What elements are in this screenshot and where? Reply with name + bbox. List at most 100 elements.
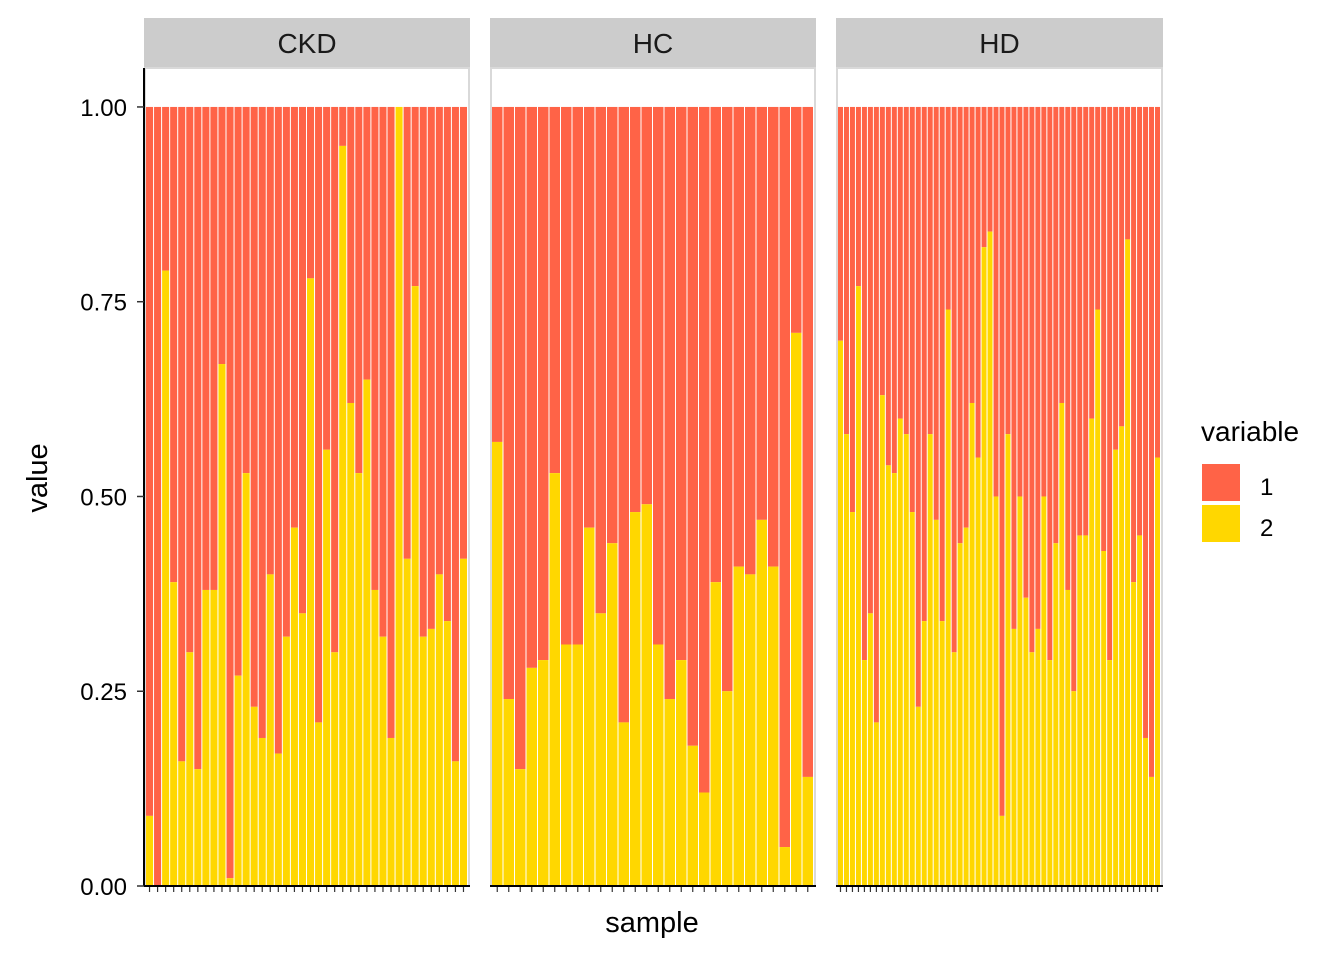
legend-label-2: 2 xyxy=(1260,515,1273,542)
bar-variable-2 xyxy=(282,636,290,886)
bar-variable-2 xyxy=(371,589,379,886)
bar-variable-2 xyxy=(999,815,1005,886)
bar-variable-1 xyxy=(1059,106,1065,403)
facet-strip-label: HC xyxy=(633,28,673,59)
bar-variable-1 xyxy=(234,106,242,676)
bar-variable-2 xyxy=(595,613,606,886)
bar-variable-1 xyxy=(218,106,226,365)
bar-variable-1 xyxy=(1053,106,1059,544)
bar-variable-1 xyxy=(419,106,427,637)
bar-variable-2 xyxy=(915,706,921,886)
bar-variable-1 xyxy=(371,106,379,590)
bar-variable-1 xyxy=(756,106,767,520)
bar-variable-1 xyxy=(855,106,861,287)
facet-panels: CKD HC HD xyxy=(144,18,1163,892)
bar-variable-1 xyxy=(307,106,315,279)
bar-variable-1 xyxy=(957,106,963,544)
bar-variable-2 xyxy=(363,379,371,886)
bar-variable-1 xyxy=(1071,106,1077,692)
bar-variable-1 xyxy=(154,106,162,886)
bar-variable-1 xyxy=(492,106,503,442)
bar-variable-1 xyxy=(427,106,435,629)
bar-variable-2 xyxy=(395,106,403,886)
bar-variable-1 xyxy=(1029,106,1035,653)
bar-variable-1 xyxy=(146,106,154,816)
bar-variable-2 xyxy=(838,340,843,886)
facet-strip xyxy=(144,18,470,68)
facet-panel-ckd: CKD xyxy=(144,18,470,892)
bar-variable-2 xyxy=(927,434,933,886)
bar-variable-2 xyxy=(802,776,813,886)
bar-variable-2 xyxy=(379,636,387,886)
bar-variable-2 xyxy=(1119,426,1125,886)
bar-variable-1 xyxy=(274,106,282,754)
bar-variable-2 xyxy=(234,675,242,886)
bar-variable-2 xyxy=(298,613,306,886)
bar-variable-1 xyxy=(1137,106,1143,536)
bar-variable-2 xyxy=(1089,418,1095,886)
legend-key-1 xyxy=(1202,464,1240,501)
bar-variable-2 xyxy=(855,286,861,886)
bar-variable-1 xyxy=(561,106,572,645)
legend-key-2 xyxy=(1202,505,1240,542)
bar-variable-2 xyxy=(355,473,363,886)
bar-variable-1 xyxy=(618,106,629,723)
bar-variable-2 xyxy=(1023,597,1029,886)
bar-variable-1 xyxy=(347,106,355,403)
bar-variable-2 xyxy=(867,613,873,886)
bar-variable-2 xyxy=(1077,535,1083,886)
bar-variable-2 xyxy=(492,441,503,886)
bar-variable-1 xyxy=(290,106,298,528)
bar-variable-2 xyxy=(963,527,969,886)
bar-variable-1 xyxy=(867,106,873,614)
bar-variable-2 xyxy=(339,145,347,886)
bar-variable-1 xyxy=(915,106,921,707)
bar-variable-1 xyxy=(1119,106,1125,427)
bar-variable-1 xyxy=(538,106,549,661)
bar-variable-1 xyxy=(981,106,987,248)
bar-variable-1 xyxy=(459,106,467,559)
bar-variable-2 xyxy=(969,402,975,886)
bar-variable-1 xyxy=(1047,106,1053,661)
bar-variable-2 xyxy=(1059,402,1065,886)
bar-variable-1 xyxy=(1125,106,1131,240)
bar-variable-1 xyxy=(993,106,999,497)
bar-variable-1 xyxy=(258,106,266,738)
bar-variable-2 xyxy=(210,589,218,886)
bar-variable-2 xyxy=(403,558,411,886)
bar-variable-1 xyxy=(802,106,813,777)
bar-variable-1 xyxy=(331,106,339,653)
bar-variable-2 xyxy=(307,278,315,887)
bar-variable-1 xyxy=(162,106,170,271)
bar-variable-2 xyxy=(891,473,897,886)
bar-variable-2 xyxy=(1041,496,1047,886)
bar-variable-2 xyxy=(226,878,234,886)
bar-variable-1 xyxy=(250,106,258,707)
bar-variable-2 xyxy=(653,644,664,886)
bar-variable-2 xyxy=(933,519,939,886)
bar-variable-1 xyxy=(1149,106,1155,777)
bar-variable-1 xyxy=(687,106,698,746)
bar-variable-2 xyxy=(1011,628,1017,886)
bar-variable-2 xyxy=(1029,652,1035,886)
bar-variable-2 xyxy=(1047,660,1053,886)
bar-variable-1 xyxy=(315,106,323,723)
bar-variable-1 xyxy=(975,106,981,458)
bar-variable-1 xyxy=(951,106,957,653)
bar-variable-1 xyxy=(226,106,234,879)
bar-variable-2 xyxy=(618,722,629,886)
bar-variable-2 xyxy=(861,660,867,886)
bar-variable-2 xyxy=(879,395,885,886)
bar-variable-2 xyxy=(921,621,927,886)
bar-variable-2 xyxy=(1017,496,1023,886)
bar-variable-1 xyxy=(768,106,779,567)
bar-variable-2 xyxy=(435,574,443,886)
bar-variable-1 xyxy=(186,106,194,653)
bar-variable-2 xyxy=(676,660,687,886)
bar-variable-1 xyxy=(242,106,250,474)
bar-variable-1 xyxy=(1107,106,1113,661)
bar-variable-1 xyxy=(443,106,451,622)
bar-variable-1 xyxy=(849,106,855,513)
bar-variable-2 xyxy=(849,512,855,886)
bar-variable-1 xyxy=(999,106,1005,816)
